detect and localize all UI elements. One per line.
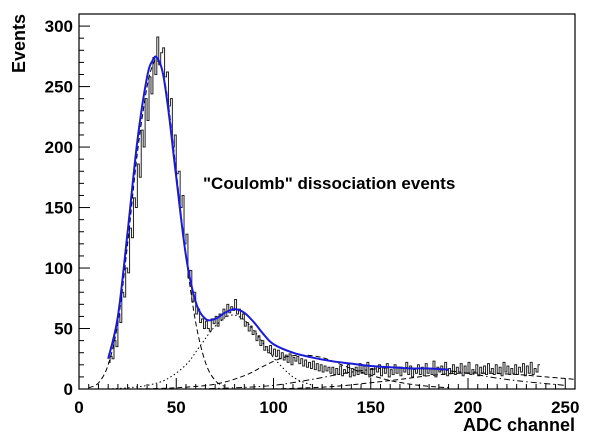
y-axis-label: Events — [9, 14, 29, 73]
x-tick-label: 250 — [551, 398, 579, 417]
fit-curve-0 — [107, 55, 449, 371]
y-tick-label: 50 — [54, 320, 73, 339]
fit-curves — [88, 55, 576, 390]
y-tick-label: 250 — [45, 78, 73, 97]
y-tick-label: 100 — [45, 259, 73, 278]
histogram — [108, 36, 540, 378]
fit-curve-2 — [108, 314, 313, 390]
x-tick-label: 150 — [357, 398, 385, 417]
x-tick-label: 50 — [167, 398, 186, 417]
x-axis-label: ADC channel — [463, 415, 575, 435]
y-tick-label: 200 — [45, 138, 73, 157]
y-tick-label: 0 — [64, 380, 73, 399]
fit-curve-5 — [273, 372, 576, 390]
x-tick-label: 0 — [74, 398, 83, 417]
x-tick-label: 100 — [259, 398, 287, 417]
chart-annotation: "Coulomb" dissociation events — [203, 174, 455, 193]
x-tick-label: 200 — [454, 398, 482, 417]
plot-frame — [78, 13, 576, 390]
y-tick-label: 300 — [45, 17, 73, 36]
fit-curve-1 — [88, 59, 226, 389]
axes: 0 50 100 150 200 250 0 50 100 150 200 250 300 — [45, 13, 579, 417]
histogram-steps — [108, 36, 540, 378]
y-tick-label: 150 — [45, 199, 73, 218]
